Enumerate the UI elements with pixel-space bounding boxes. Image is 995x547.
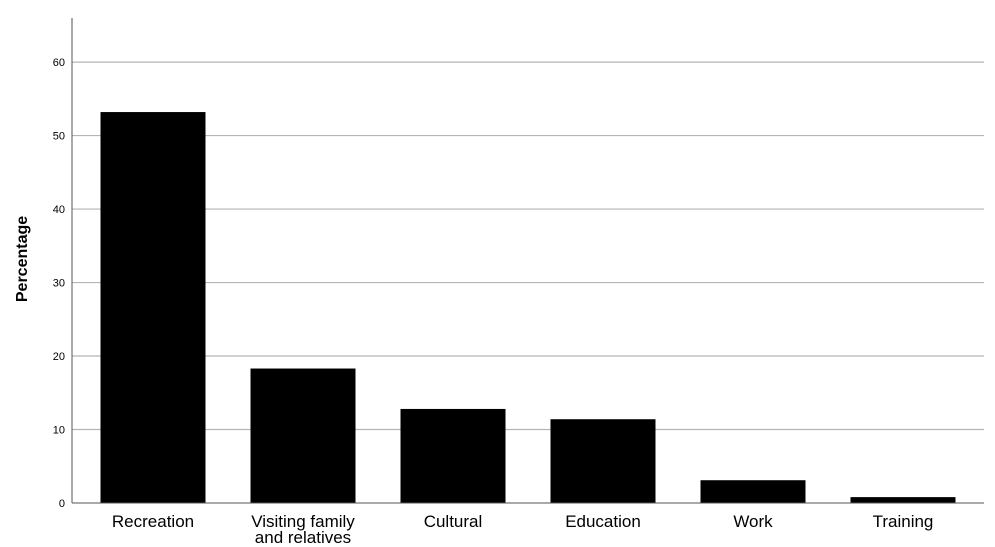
bar	[550, 419, 656, 503]
bar	[400, 408, 506, 503]
category-label: Cultural	[424, 512, 483, 531]
bar	[700, 480, 806, 503]
y-tick-label: 60	[53, 57, 65, 69]
category-label: Recreation	[112, 512, 194, 531]
y-tick-labels: 0 10 20 30 40 50 60	[53, 57, 65, 510]
y-tick-label: 0	[59, 498, 65, 510]
y-tick-label: 40	[53, 204, 65, 216]
category-label: Visiting family	[251, 512, 355, 531]
y-tick-label: 30	[53, 278, 65, 290]
bars	[100, 112, 956, 503]
category-label: Work	[733, 512, 773, 531]
y-tick-label: 50	[53, 131, 65, 143]
gridlines	[72, 61, 984, 431]
category-label: Training	[873, 512, 934, 531]
bar	[850, 497, 956, 503]
bar	[250, 368, 356, 503]
y-tick-label: 20	[53, 351, 65, 363]
bar	[100, 112, 206, 503]
y-tick-label: 10	[53, 425, 65, 437]
category-label: and relatives	[255, 528, 351, 547]
category-label: Education	[565, 512, 641, 531]
y-axis-title: Percentage	[14, 216, 31, 302]
